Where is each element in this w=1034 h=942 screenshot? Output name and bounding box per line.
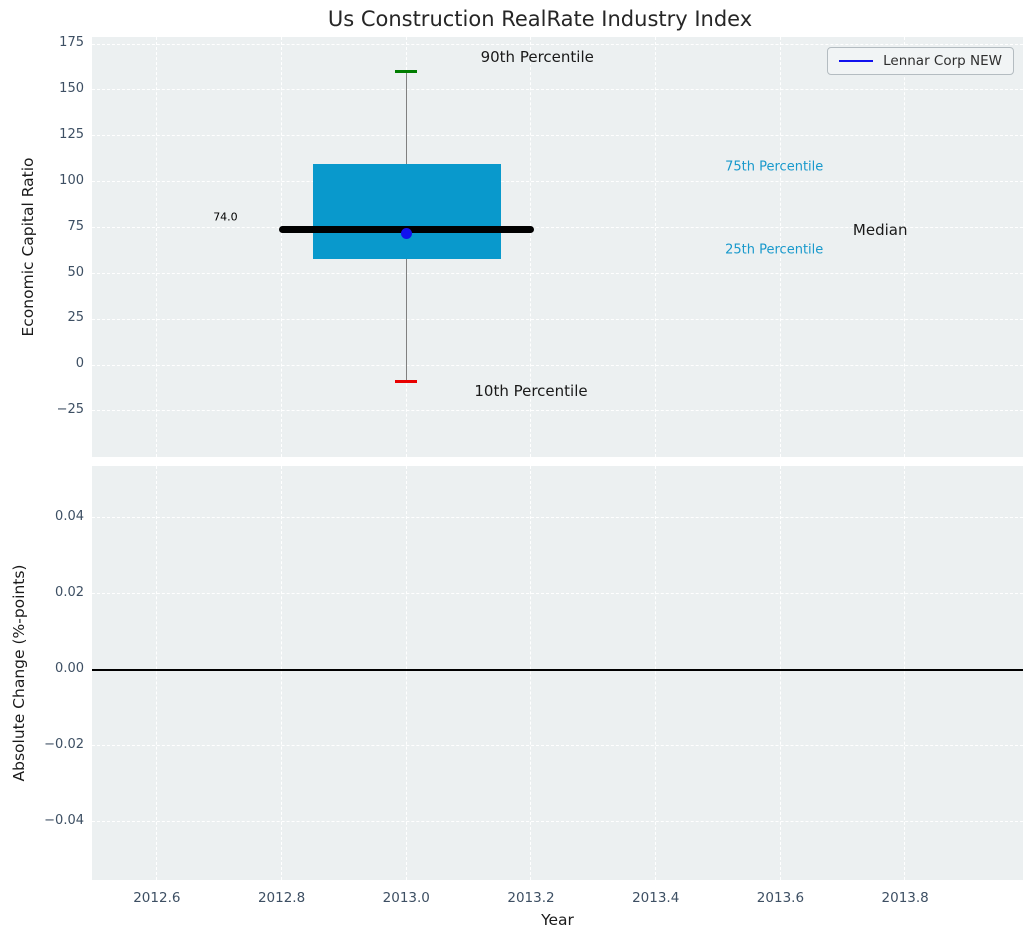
gridline-vertical [655, 37, 656, 457]
y-tick-label: 0.02 [55, 584, 84, 600]
gridline-horizontal [92, 43, 1023, 45]
x-tick-label: 2012.6 [133, 890, 181, 906]
legend-line-icon [839, 60, 874, 62]
gridline-vertical [156, 466, 158, 880]
gridline-horizontal [92, 181, 1023, 183]
x-tick-label: 2013.4 [632, 890, 680, 906]
x-tick-label: 2013.2 [507, 890, 555, 906]
chart-title: Us Construction RealRate Industry Index [327, 7, 753, 31]
p10-label: 10th Percentile [474, 381, 588, 400]
median-label: Median [852, 220, 908, 239]
gridline-horizontal [92, 410, 1023, 412]
y-tick-label: 75 [67, 218, 84, 234]
y-tick-label: 50 [67, 264, 84, 280]
gridline-vertical [904, 37, 906, 457]
gridline-horizontal [92, 135, 1023, 137]
gridline-vertical [280, 466, 282, 880]
y-tick-label: 100 [59, 172, 84, 188]
zero-line [92, 669, 1023, 671]
legend-label: Lennar Corp NEW [883, 53, 1002, 69]
y-tick-label: 150 [59, 81, 84, 97]
y-tick-label: −0.02 [44, 736, 84, 752]
p75-label: 75th Percentile [725, 159, 824, 175]
gridline-horizontal [92, 227, 1023, 229]
y-tick-label: 0.00 [55, 660, 84, 676]
gridline-horizontal [92, 272, 1023, 274]
gridline-vertical [904, 466, 906, 880]
x-axis-label: Year [541, 911, 574, 929]
y-tick-label: 0.04 [55, 509, 84, 525]
gridline-vertical [655, 466, 656, 880]
x-tick-label: 2013.6 [756, 890, 805, 906]
gridline-vertical [405, 466, 407, 880]
y-tick-label: −0.04 [44, 812, 84, 828]
p90-label: 90th Percentile [480, 48, 594, 67]
median-value-label: 74.0 [213, 210, 238, 224]
y-tick-label: 25 [67, 310, 84, 326]
iqr-box [312, 163, 502, 259]
whisker-cap-p90 [395, 70, 418, 74]
gridline-horizontal [92, 364, 1023, 366]
bottom-plot-area [92, 466, 1023, 880]
legend: Lennar Corp NEW [827, 47, 1014, 75]
gridline-horizontal [92, 89, 1023, 91]
p25-label: 25th Percentile [725, 242, 824, 258]
top-plot-area: Lennar Corp NEW 74.0 90th Percentile 10th … [92, 37, 1023, 457]
gridline-horizontal [92, 821, 1023, 823]
gridline-vertical [530, 37, 532, 457]
gridline-horizontal [92, 745, 1023, 747]
gridline-horizontal [92, 517, 1023, 519]
gridline-vertical [530, 466, 532, 880]
x-tick-label: 2013.8 [881, 890, 929, 906]
gridline-horizontal [92, 593, 1023, 595]
gridline-vertical [779, 466, 781, 880]
gridline-vertical [156, 37, 158, 457]
x-tick-label: 2012.8 [257, 890, 306, 906]
company-marker [400, 227, 412, 239]
y-tick-label: 125 [59, 127, 84, 143]
x-tick-label: 2013.0 [382, 890, 430, 906]
y-tick-label: −25 [56, 402, 84, 418]
gridline-horizontal [92, 318, 1023, 320]
y-tick-label: 0 [75, 356, 84, 372]
whisker-cap-p10 [395, 380, 418, 384]
y-tick-label: 175 [59, 35, 84, 51]
gridline-vertical [779, 37, 781, 457]
gridline-vertical [280, 37, 282, 457]
